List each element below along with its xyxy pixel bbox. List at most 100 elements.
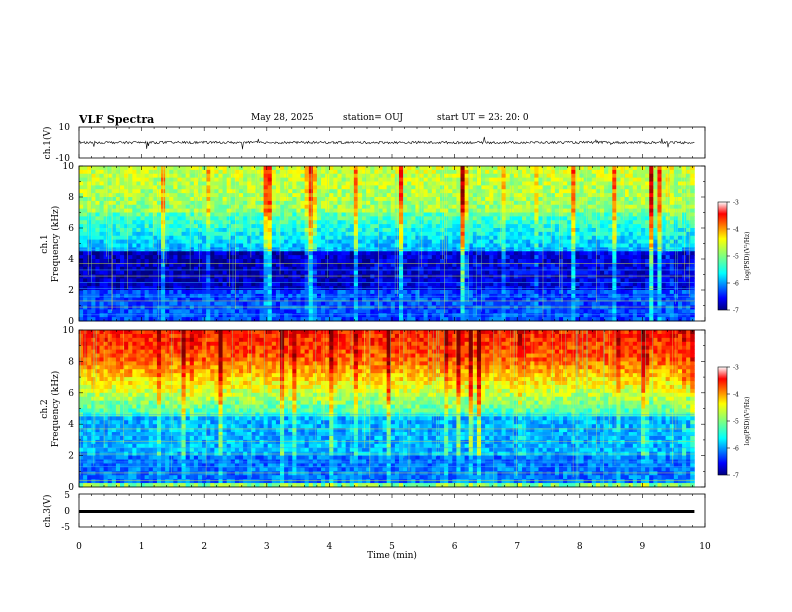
spec-cell (349, 235, 355, 241)
spec-cell (349, 239, 355, 244)
spec-cell (263, 251, 269, 256)
spec-cell (136, 313, 141, 318)
spec-cell (353, 208, 359, 213)
spec-cell (218, 290, 223, 295)
spec-cell (259, 216, 265, 221)
spec-cell (189, 220, 195, 225)
spec-cell (509, 185, 515, 190)
spec-cell (407, 301, 412, 306)
spec-cell (280, 193, 285, 198)
spec-cell (517, 259, 523, 264)
spec-cell (230, 317, 236, 322)
spec-cell (169, 166, 174, 171)
spec-cell (329, 220, 334, 225)
spec-cell (103, 270, 109, 275)
spec-cell (452, 197, 457, 202)
spec-cell (538, 197, 543, 202)
spec-cell (128, 266, 133, 272)
spec-cell (476, 200, 482, 206)
spec-cell (554, 243, 560, 248)
spec-cell (497, 243, 502, 248)
spec-cell (526, 255, 531, 260)
spec-cell (87, 262, 92, 268)
spec-cell (148, 239, 154, 244)
spec-cell (152, 220, 158, 225)
spec-cell (91, 166, 96, 171)
spec-cell (476, 224, 482, 229)
spec-cell (218, 270, 223, 275)
spec-cell (575, 278, 580, 283)
spec-cell (366, 197, 371, 202)
spec-cell (382, 204, 388, 210)
spec-cell (185, 274, 191, 279)
spec-cell (308, 309, 314, 314)
spec-cell (448, 313, 453, 318)
spec-cell (300, 309, 306, 314)
spec-cell (362, 274, 367, 279)
spec-cell (308, 216, 314, 221)
spec-cell (419, 297, 424, 303)
spec-cell (411, 228, 416, 233)
spec-cell (546, 193, 552, 198)
spec-cell (169, 255, 174, 260)
spec-cell (222, 177, 228, 182)
spec-cell (197, 251, 203, 256)
spec-cell (554, 251, 560, 256)
spec-cell (251, 313, 256, 318)
spec-cell (206, 181, 211, 186)
spec-cell (193, 255, 199, 260)
spec-cell (517, 317, 523, 322)
spec-cell (452, 216, 457, 221)
spec-cell (222, 290, 228, 295)
spec-cell (292, 200, 297, 206)
spec-cell (464, 262, 470, 268)
spec-cell (403, 169, 408, 175)
spec-cell (189, 204, 195, 210)
spec-cell (390, 309, 396, 314)
spec-cell (394, 166, 400, 171)
spec-cell (435, 212, 441, 217)
spec-cell (288, 181, 293, 186)
spec-cell (431, 266, 437, 272)
spec-cell (144, 255, 150, 260)
spec-cell (353, 224, 359, 229)
spec-cell (444, 290, 449, 295)
spec-cell (374, 224, 379, 229)
spec-cell (509, 259, 515, 264)
spec-cell (431, 193, 437, 198)
spec-cell (140, 282, 146, 287)
spec-cell (124, 262, 129, 268)
spec-cell (398, 262, 404, 268)
spec-cell (530, 305, 535, 310)
spec-cell (165, 197, 170, 202)
spec-cell (255, 301, 260, 306)
spec-cell (423, 313, 429, 318)
spec-cell (390, 297, 396, 303)
spec-cell (296, 208, 301, 213)
spec-cell (517, 266, 523, 272)
spec-cell (308, 270, 314, 275)
spec-cell (456, 212, 461, 217)
spec-cell (99, 262, 105, 268)
spec-cell (120, 193, 125, 198)
spec-cell (583, 169, 589, 175)
spec-cell (571, 266, 576, 272)
spec-cell (587, 239, 593, 244)
spec-cell (370, 189, 375, 194)
spec-cell (575, 309, 580, 314)
spec-cell (107, 173, 113, 179)
spec-cell (493, 169, 498, 175)
spec-cell (415, 266, 420, 272)
spec-cell (148, 251, 154, 256)
spec-cell (403, 197, 408, 202)
spec-cell (554, 166, 560, 171)
spec-cell (275, 297, 281, 303)
spec-cell (230, 305, 236, 310)
spec-cell (136, 239, 141, 244)
spec-cell (448, 189, 453, 194)
spec-cell (505, 290, 511, 295)
spec-cell (427, 166, 433, 171)
spec-cell (136, 262, 141, 268)
spec-cell (99, 301, 105, 306)
spec-cell (312, 204, 318, 210)
